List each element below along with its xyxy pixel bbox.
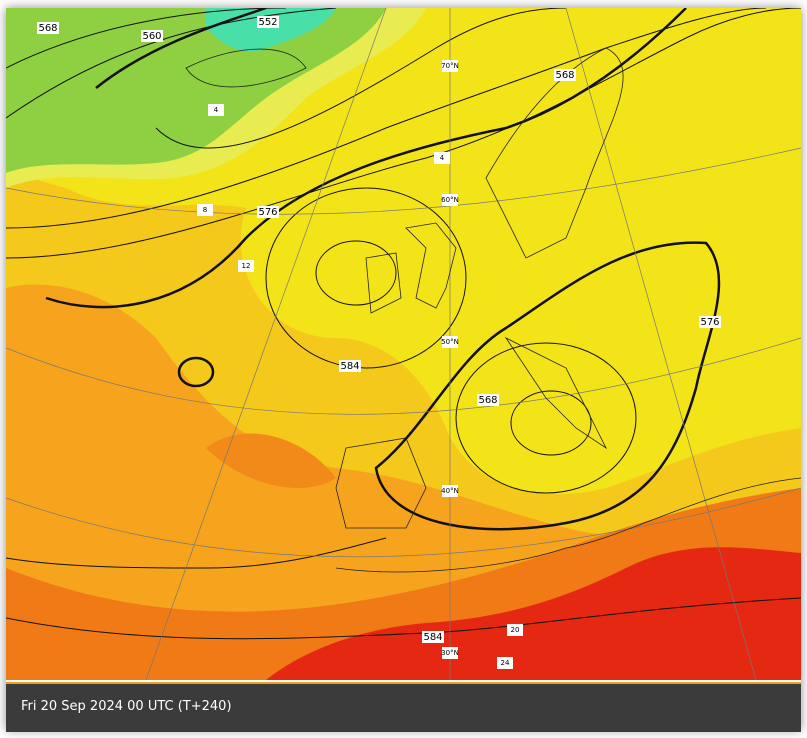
label-background xyxy=(238,260,254,272)
contour-bold xyxy=(177,356,215,388)
temperature-label: 20 xyxy=(511,626,520,634)
graticule-line xyxy=(565,8,757,680)
coastline xyxy=(185,48,307,88)
latitude-label: 40°N xyxy=(441,487,459,495)
contour-label: 568 xyxy=(555,70,574,81)
contour-line xyxy=(6,537,387,569)
coastline xyxy=(405,222,457,309)
latitude-label: 70°N xyxy=(441,62,459,70)
labels: 568 560 552 568 576 584 568 576 584 70°N 60°N 50°N 4… xyxy=(37,16,721,669)
temperature-label: 12 xyxy=(242,262,251,270)
coastline xyxy=(335,437,427,529)
label-background xyxy=(442,336,458,348)
label-background xyxy=(442,194,458,206)
contour-line xyxy=(6,8,801,259)
coastlines xyxy=(185,47,801,573)
contour-ring xyxy=(315,240,397,306)
label-background xyxy=(554,69,576,81)
contour-bold xyxy=(95,8,267,89)
coastline xyxy=(504,336,608,450)
label-background xyxy=(339,360,361,372)
label-background xyxy=(442,60,458,72)
coastline xyxy=(335,477,801,573)
latitude-label: 30°N xyxy=(441,649,459,657)
temperature-label: 24 xyxy=(501,659,510,667)
contour-label: 584 xyxy=(423,632,442,643)
map: 568 560 552 568 576 584 568 576 584 70°N 60°N 50°N 4… xyxy=(6,8,801,680)
area-green xyxy=(6,8,386,173)
graticule-line xyxy=(6,147,801,215)
coastline xyxy=(485,47,624,259)
label-background xyxy=(507,624,523,636)
graticule-line xyxy=(145,8,387,680)
label-background xyxy=(208,104,224,116)
label-background xyxy=(257,16,279,28)
label-background xyxy=(497,657,513,669)
graticule-line xyxy=(6,487,801,558)
contour-label: 568 xyxy=(38,23,57,34)
contour-label: 568 xyxy=(478,395,497,406)
label-background xyxy=(257,206,279,218)
label-background xyxy=(37,22,59,34)
label-background xyxy=(699,316,721,328)
contour-label: 552 xyxy=(258,17,277,28)
temperature-label: 4 xyxy=(440,154,445,162)
map-frame: 568 560 552 568 576 584 568 576 584 70°N 60°N 50°N 4… xyxy=(6,8,801,732)
contour-label: 576 xyxy=(258,207,277,218)
area-orange-patch xyxy=(206,433,336,488)
contour-ring xyxy=(265,187,467,369)
bold-contours xyxy=(45,8,721,531)
contour-bold xyxy=(45,8,687,309)
label-background xyxy=(422,631,444,643)
area-cyan xyxy=(206,8,336,52)
latitude-label: 60°N xyxy=(441,196,459,204)
temperature-label: 8 xyxy=(203,206,207,214)
graticule-line xyxy=(6,337,801,415)
contour-line xyxy=(6,8,767,229)
contour-ring xyxy=(510,390,592,456)
contour-bold xyxy=(374,241,721,531)
contour-ring xyxy=(455,342,637,494)
label-background xyxy=(442,485,458,497)
caption-bar: Fri 20 Sep 2024 00 UTC (T+240) xyxy=(6,682,801,732)
label-background xyxy=(197,204,213,216)
contour-line xyxy=(6,8,287,69)
label-background xyxy=(434,152,450,164)
label-background xyxy=(477,394,499,406)
area-red xyxy=(266,547,801,680)
contour-label: 576 xyxy=(700,317,719,328)
temperature-label: 4 xyxy=(214,106,219,114)
caption: Fri 20 Sep 2024 00 UTC (T+240) xyxy=(21,699,232,714)
label-background xyxy=(442,647,458,659)
coastline xyxy=(365,252,402,314)
contour-label: 560 xyxy=(142,31,161,42)
contour-line xyxy=(155,8,567,149)
contour-label: 584 xyxy=(340,361,359,372)
label-background xyxy=(141,30,163,42)
latitude-label: 50°N xyxy=(441,338,459,346)
